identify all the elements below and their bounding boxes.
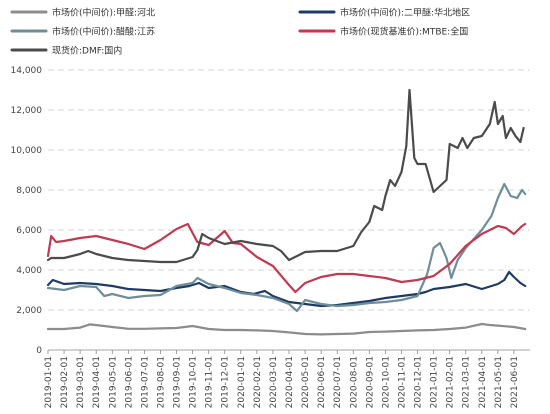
y-tick-label: 12,000 xyxy=(11,106,43,116)
y-tick-label: 14,000 xyxy=(11,66,43,76)
legend-entry: 现货价:DMF:国内 xyxy=(10,45,122,57)
legend-label: 市场价(中间价):甲醛:河北 xyxy=(52,7,155,19)
series-line xyxy=(46,270,527,308)
series-line xyxy=(46,222,527,294)
x-tick-label: 2019-01-01 xyxy=(44,356,54,408)
x-tick-label: 2021-06-01 xyxy=(510,356,520,408)
x-tick-label: 2020-04-01 xyxy=(285,356,295,408)
legend-entry: 市场价(中间价):甲醛:河北 xyxy=(10,7,155,19)
x-tick-label: 2020-03-01 xyxy=(269,356,279,408)
x-tick-label: 2019-12-01 xyxy=(221,356,231,408)
x-tick-label: 2019-10-01 xyxy=(189,356,199,408)
grid-lines xyxy=(48,69,530,311)
series-line xyxy=(46,88,525,264)
y-axis: 0 2,000 4,000 6,000 8,000 10,000 12,000 14,000 xyxy=(11,66,43,356)
legend-label: 市场价(中间价):醋酸:江苏 xyxy=(52,26,155,38)
x-tick-label: 2019-08-01 xyxy=(156,356,166,408)
x-tick-label: 2020-07-01 xyxy=(333,356,343,408)
legend-label: 市场价(中间价):二甲醚:华北地区 xyxy=(340,7,470,19)
x-tick-label: 2019-04-01 xyxy=(92,356,102,408)
legend-entry: 市场价(中间价):二甲醚:华北地区 xyxy=(298,7,470,19)
legend-label: 现货价:DMF:国内 xyxy=(52,45,122,57)
x-tick-label: 2020-10-01 xyxy=(381,356,391,408)
y-tick-label: 4,000 xyxy=(16,266,42,276)
x-tick-label: 2021-02-01 xyxy=(446,356,456,408)
series-line xyxy=(46,322,527,336)
x-tick-label: 2020-11-01 xyxy=(397,356,407,408)
x-tick-label: 2021-03-01 xyxy=(462,356,472,408)
y-tick-label: 0 xyxy=(36,346,42,356)
x-tick-label: 2019-02-01 xyxy=(60,356,70,408)
x-tick-label: 2019-06-01 xyxy=(124,356,134,408)
x-tick-label: 2020-12-01 xyxy=(414,356,424,408)
x-tick-label: 2020-05-01 xyxy=(301,356,311,408)
series-layer xyxy=(46,88,527,336)
legend-label: 市场价(现货基准价):MTBE:全国 xyxy=(340,26,468,38)
x-tick-label: 2020-02-01 xyxy=(253,356,263,408)
x-tick-label: 2020-09-01 xyxy=(365,356,375,408)
x-tick-label: 2019-11-01 xyxy=(205,356,215,408)
x-tick-label: 2019-07-01 xyxy=(140,356,150,408)
y-tick-label: 10,000 xyxy=(11,146,43,156)
legend-entry: 市场价(中间价):醋酸:江苏 xyxy=(10,26,155,38)
x-tick-label: 2021-01-01 xyxy=(430,356,440,408)
y-tick-label: 6,000 xyxy=(16,226,42,236)
x-tick-label: 2021-04-01 xyxy=(478,356,488,408)
x-tick-label: 2020-08-01 xyxy=(349,356,359,408)
legend: 市场价(中间价):甲醛:河北 市场价(中间价):二甲醚:华北地区市场价(中间价):… xyxy=(10,7,470,57)
x-tick-label: 2020-06-01 xyxy=(317,356,327,408)
series-line xyxy=(46,182,527,313)
x-axis: 2019-01-01 2019-02-01 2019-03-01 2019-04-01… xyxy=(44,349,530,408)
x-tick-label: 2019-05-01 xyxy=(108,356,118,408)
y-tick-label: 2,000 xyxy=(16,306,42,316)
legend-entry: 市场价(现货基准价):MTBE:全国 xyxy=(298,26,468,38)
y-tick-label: 8,000 xyxy=(16,186,42,196)
x-tick-label: 2020-01-01 xyxy=(237,356,247,408)
x-tick-label: 2019-03-01 xyxy=(76,356,86,408)
x-tick-label: 2019-09-01 xyxy=(173,356,183,408)
x-tick-label: 2021-05-01 xyxy=(494,356,504,408)
